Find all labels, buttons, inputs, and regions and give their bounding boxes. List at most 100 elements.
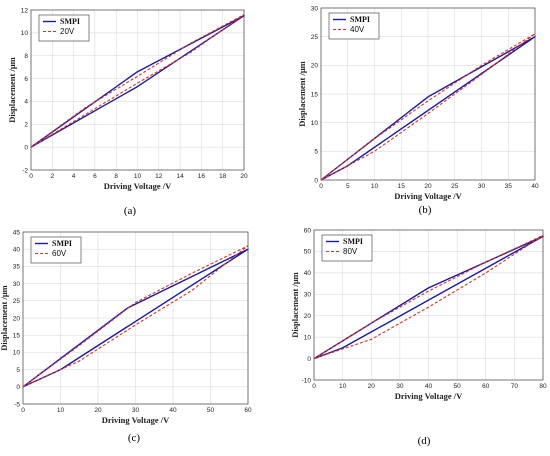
x-tick-label: 8 (114, 173, 118, 180)
x-tick-label: 60 (482, 383, 490, 390)
x-tick-label: 0 (312, 383, 316, 390)
y-tick-label: 10 (13, 350, 21, 357)
y-axis-title: Displacement /μm (0, 285, 9, 351)
x-tick-label: 20 (94, 407, 102, 414)
y-tick-label: 2 (24, 122, 28, 129)
y-tick-label: 0 (24, 144, 28, 151)
x-tick-label: 70 (511, 383, 519, 390)
y-tick-label: 40 (304, 270, 312, 277)
x-tick-label: 10 (339, 383, 347, 390)
y-tick-label: 0 (307, 356, 311, 363)
y-tick-label: 30 (13, 281, 21, 288)
x-axis-title: Driving Voltage /V (104, 181, 172, 191)
y-tick-label: 60 (304, 227, 312, 234)
legend-label: SMPI (350, 15, 370, 24)
plot-frame (320, 7, 536, 181)
x-tick-label: 0 (319, 183, 323, 190)
x-tick-label: 30 (478, 183, 486, 190)
series-line-60v (22, 245, 249, 388)
series-line-80v (313, 234, 544, 360)
y-tick-label: -10 (302, 377, 312, 384)
series-line-smpi (313, 235, 544, 360)
y-tick-label: 15 (311, 91, 319, 98)
y-tick-label: 10 (304, 334, 312, 341)
x-tick-label: 50 (207, 407, 215, 414)
x-tick-label: 35 (505, 183, 513, 190)
x-tick-label: 15 (398, 183, 406, 190)
y-tick-label: 4 (24, 99, 28, 106)
x-axis-title: Driving Voltage /V (395, 391, 463, 401)
y-tick-label: 5 (314, 149, 318, 156)
y-axis-title: Displacement /μm (297, 61, 307, 127)
x-tick-label: 60 (244, 407, 252, 414)
x-tick-label: 25 (451, 183, 459, 190)
x-tick-label: 16 (198, 173, 206, 180)
x-tick-label: 0 (29, 173, 33, 180)
panel-label: (c) (128, 432, 141, 444)
legend-label: SMPI (52, 239, 72, 248)
y-tick-label: 0 (16, 384, 20, 391)
y-tick-label: 6 (24, 76, 28, 83)
legend-box (321, 234, 373, 262)
series-line-40v (320, 33, 536, 181)
series-line-20v (30, 14, 245, 148)
legend-label: 60V (52, 249, 67, 258)
plot-frame (30, 9, 245, 171)
legend-label: SMPI (60, 17, 80, 26)
x-axis-title: Driving Voltage /V (102, 415, 170, 425)
y-tick-label: 15 (13, 333, 21, 340)
x-tick-label: 10 (371, 183, 379, 190)
y-axis-title: Displacement /μm (290, 272, 300, 338)
y-tick-label: 40 (13, 247, 21, 254)
x-tick-label: 20 (368, 383, 376, 390)
plot-frame (313, 229, 544, 381)
x-tick-label: 80 (539, 383, 547, 390)
y-tick-label: 35 (13, 264, 21, 271)
x-tick-label: 4 (72, 173, 76, 180)
x-tick-label: 18 (219, 173, 227, 180)
x-tick-label: 40 (531, 183, 539, 190)
y-tick-label: -2 (22, 167, 28, 174)
x-tick-label: 40 (169, 407, 177, 414)
panel-label: (d) (418, 435, 431, 447)
legend-box (328, 12, 380, 40)
y-tick-label: 30 (311, 5, 319, 12)
y-axis-title: Displacement /μm (7, 57, 17, 123)
y-tick-label: 10 (21, 30, 29, 37)
x-tick-label: 30 (132, 407, 140, 414)
legend-label: 20V (60, 27, 75, 36)
y-tick-label: 45 (13, 229, 21, 236)
y-tick-label: 8 (24, 53, 28, 60)
x-axis-title: Driving Voltage /V (394, 191, 462, 201)
y-tick-label: 20 (13, 315, 21, 322)
legend-label: 80V (343, 247, 358, 256)
x-tick-label: 0 (21, 407, 25, 414)
chart-panel-2: 0 5 10 15 20 25 30 35 40 0 5 10 15 20 25 30 Driving Volt… (297, 5, 539, 216)
y-tick-label: 50 (304, 249, 312, 256)
x-tick-label: 14 (176, 173, 184, 180)
series-line-smpi (30, 14, 245, 148)
legend-box (38, 14, 90, 42)
x-tick-label: 10 (57, 407, 65, 414)
y-tick-label: 12 (21, 7, 29, 14)
x-tick-label: 2 (50, 173, 54, 180)
x-tick-label: 20 (240, 173, 248, 180)
y-tick-label: 25 (13, 298, 21, 305)
x-tick-label: 20 (424, 183, 432, 190)
panel-label: (a) (124, 205, 137, 217)
y-tick-label: 5 (16, 367, 20, 374)
x-tick-label: 50 (454, 383, 462, 390)
x-tick-label: 10 (134, 173, 142, 180)
y-tick-label: 0 (314, 177, 318, 184)
y-tick-label: 30 (304, 292, 312, 299)
legend-label: 40V (350, 25, 365, 34)
y-tick-label: 25 (311, 34, 319, 41)
y-tick-label: 20 (304, 313, 312, 320)
x-tick-label: 5 (346, 183, 350, 190)
